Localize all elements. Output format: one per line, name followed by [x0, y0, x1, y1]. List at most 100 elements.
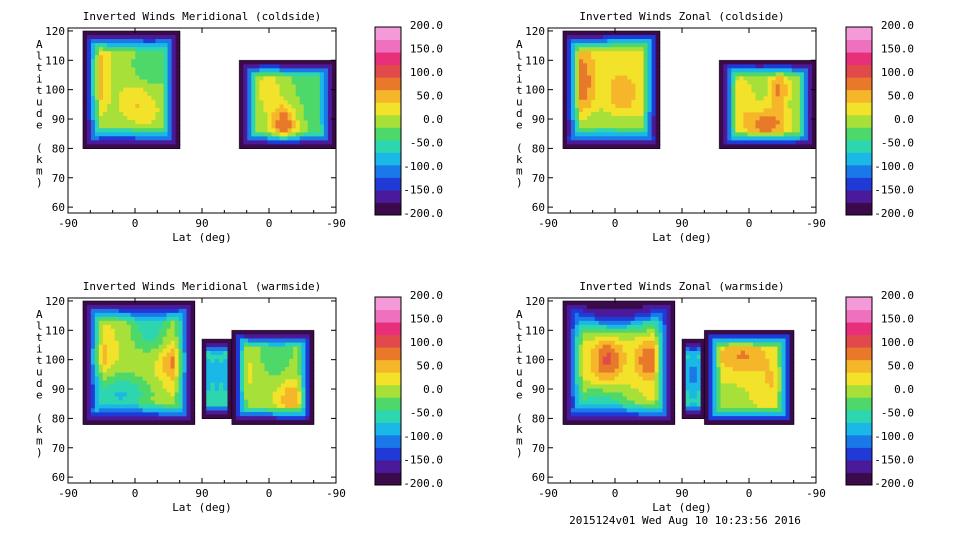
colorbar-swatch [375, 334, 401, 348]
colorbar-swatch [375, 447, 401, 461]
contour-field [82, 30, 336, 149]
colorbar-tick-label: -100.0 [403, 160, 443, 173]
colorbar-swatch [846, 309, 872, 323]
colorbar-swatch [375, 102, 401, 116]
y-tick-label: 90 [532, 383, 545, 396]
colorbar-tick-label: 100.0 [410, 336, 443, 349]
colorbar-tick-label: 150.0 [410, 313, 443, 326]
y-tick-label: 80 [532, 142, 545, 155]
colorbar-tick-label: 150.0 [881, 43, 914, 56]
y-tick-label: 110 [525, 54, 545, 67]
colorbar-tick-label: -100.0 [874, 160, 914, 173]
colorbar-swatch [375, 152, 401, 166]
contour-field [562, 30, 816, 149]
colorbar-frame [845, 26, 873, 216]
x-axis-label: Lat (deg) [652, 231, 712, 244]
colorbar-swatch [375, 89, 401, 103]
x-tick-label: 0 [612, 217, 619, 230]
x-tick-label: -90 [806, 217, 826, 230]
wind-region-1 [562, 300, 676, 425]
x-tick-label: 0 [132, 487, 139, 500]
colorbar-swatch [846, 27, 872, 41]
wind-region-2 [718, 59, 816, 149]
y-tick-label: 100 [45, 354, 65, 367]
colorbar-swatch [846, 114, 872, 128]
colorbar-tick-label: -200.0 [403, 207, 443, 220]
y-tick-label: 70 [532, 442, 545, 455]
x-axis-label: Lat (deg) [172, 231, 232, 244]
x-axis-label: Lat (deg) [652, 501, 712, 514]
colorbar-swatch [846, 89, 872, 103]
colorbar-tick-label: -200.0 [874, 207, 914, 220]
colorbar-swatch [375, 27, 401, 41]
colorbar-tick-label: 200.0 [881, 19, 914, 32]
colorbar-tick-label: 0.0 [423, 113, 443, 126]
colorbar-swatch [375, 459, 401, 473]
x-tick-label: -90 [326, 217, 346, 230]
chart-panel-2: Inverted Winds Zonal (coldside) -90 0 90 0 -9… [516, 10, 914, 244]
x-tick-label: 0 [266, 217, 273, 230]
colorbar-swatch [846, 297, 872, 311]
wind-region-3 [703, 329, 795, 425]
colorbar-swatch [846, 152, 872, 166]
colorbar-swatch [375, 472, 401, 486]
colorbar-tick-label: 100.0 [410, 66, 443, 79]
colorbar-swatch [846, 459, 872, 473]
x-tick-label: -90 [538, 217, 558, 230]
colorbar-swatch [846, 102, 872, 116]
colorbar-tick-label: 50.0 [417, 90, 444, 103]
colorbar-swatch [375, 64, 401, 78]
colorbar-swatch [375, 177, 401, 191]
y-tick-label: 80 [52, 412, 65, 425]
y-tick-label: 70 [52, 172, 65, 185]
x-tick-label: 0 [612, 487, 619, 500]
y-tick-label: 100 [525, 84, 545, 97]
colorbar-frame [845, 296, 873, 486]
y-tick-label: 110 [525, 324, 545, 337]
colorbar-tick-label: 200.0 [881, 289, 914, 302]
colorbar-swatch [846, 177, 872, 191]
wind-region-2 [201, 338, 233, 419]
colorbar-tick-label: -150.0 [874, 184, 914, 197]
colorbar-tick-label: -200.0 [403, 477, 443, 490]
colorbar-frame [374, 26, 402, 216]
x-tick-label: 0 [132, 217, 139, 230]
colorbar-tick-label: 0.0 [894, 383, 914, 396]
colorbar-swatch [375, 422, 401, 436]
chart-panel-3: Inverted Winds Meridional (warmside) -90 0… [36, 280, 443, 514]
x-tick-label: -90 [538, 487, 558, 500]
colorbar-swatch [846, 422, 872, 436]
y-tick-label: 120 [525, 25, 545, 38]
colorbar-swatch [846, 472, 872, 486]
colorbar-swatch [375, 202, 401, 216]
colorbar-swatch [846, 202, 872, 216]
colorbar-swatch [846, 52, 872, 66]
colorbar-swatch [375, 372, 401, 386]
colorbar-swatch [846, 64, 872, 78]
y-tick-label: 80 [52, 142, 65, 155]
colorbar-tick-label: 200.0 [410, 289, 443, 302]
colorbar-swatch [846, 359, 872, 373]
colorbar-swatch [375, 127, 401, 141]
colorbar-swatch [375, 359, 401, 373]
y-tick-label: 60 [52, 471, 65, 484]
colorbar-swatch [846, 384, 872, 398]
y-tick-label: 70 [532, 172, 545, 185]
x-tick-label: -90 [58, 217, 78, 230]
colorbar: 200.0 150.0 100.0 50.0 0.0 -50.0 -100.0 -150.0 -… [374, 289, 443, 490]
y-tick-label: 120 [45, 295, 65, 308]
colorbar-swatch [375, 322, 401, 336]
wind-region-1 [562, 30, 661, 149]
x-tick-label: 0 [746, 487, 753, 500]
colorbar-swatch [846, 139, 872, 153]
colorbar-swatch [846, 39, 872, 53]
colorbar-swatch [846, 372, 872, 386]
colorbar-tick-label: 50.0 [888, 90, 915, 103]
colorbar-tick-label: -100.0 [403, 430, 443, 443]
contour-field [562, 300, 795, 425]
colorbar-swatch [846, 189, 872, 203]
